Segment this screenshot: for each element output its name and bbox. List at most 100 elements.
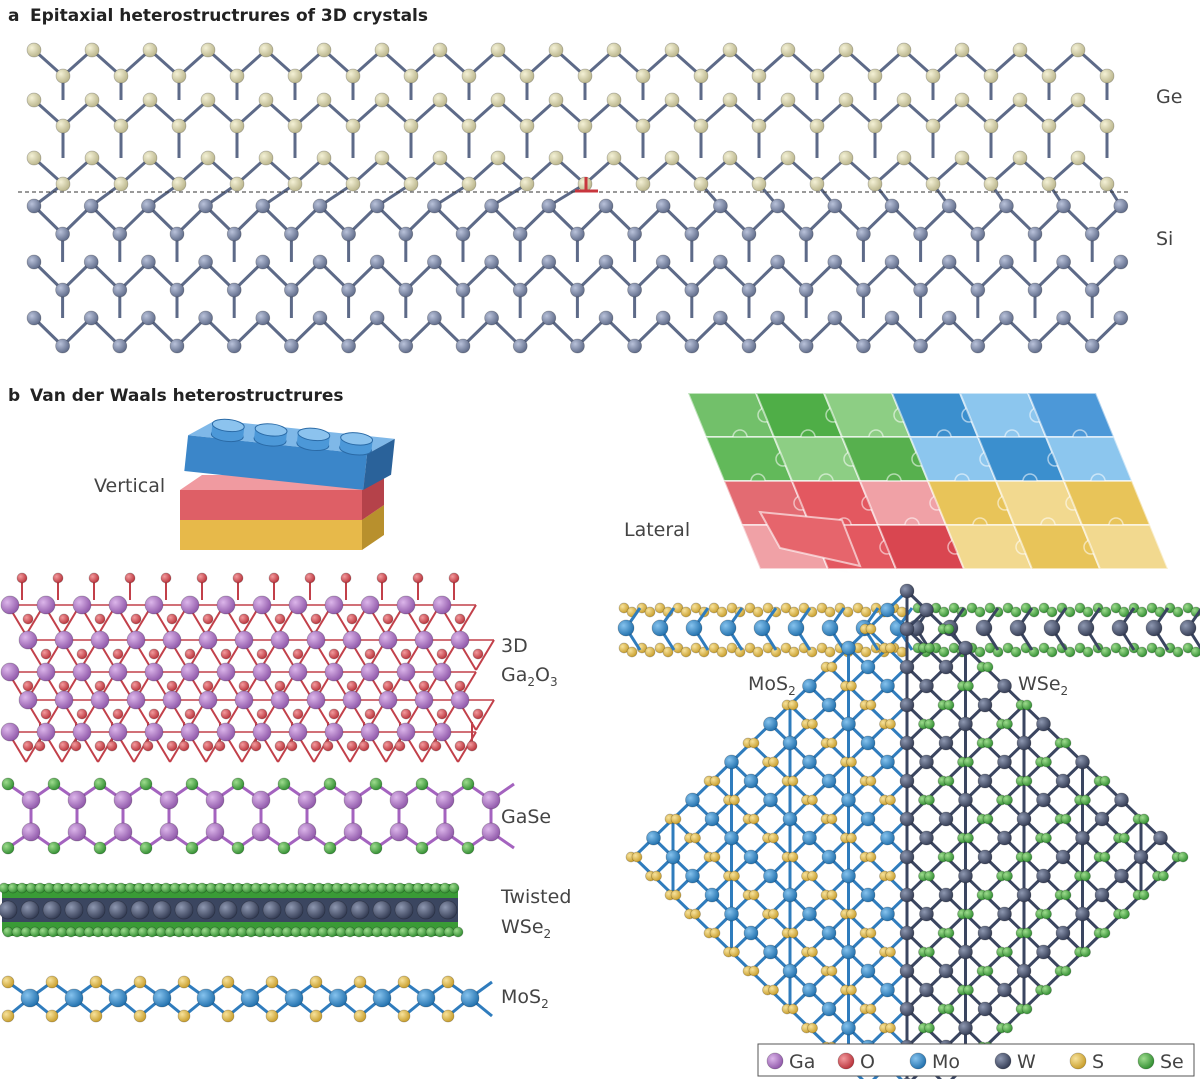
ga-atom	[342, 690, 362, 710]
si-atom	[541, 310, 557, 326]
ga-atom	[108, 595, 128, 615]
se-atom	[187, 882, 199, 894]
mo-atom	[763, 716, 778, 732]
si-atom	[1056, 310, 1071, 326]
lifted-piece	[758, 510, 862, 568]
w-atom	[372, 900, 392, 920]
se-atom	[1041, 908, 1052, 920]
se-atom	[146, 926, 158, 938]
mo-atom	[841, 716, 856, 732]
si-atom	[255, 254, 271, 270]
w-atom	[438, 900, 458, 920]
se-atom	[1002, 870, 1013, 882]
w-atom	[919, 602, 934, 618]
mo-atom	[763, 792, 778, 808]
ga-atom	[481, 822, 501, 842]
ge-atom	[374, 92, 390, 108]
o-atom	[196, 572, 208, 584]
se-atom	[1136, 646, 1148, 658]
w-atom	[899, 621, 915, 637]
se-atom	[982, 889, 994, 901]
se-atom	[92, 926, 104, 938]
mo-atom	[802, 678, 817, 694]
o-atom	[70, 740, 82, 752]
ge-atom	[1070, 150, 1086, 166]
s-atom	[865, 775, 877, 787]
si-atom	[341, 338, 356, 354]
se-atom	[924, 1022, 935, 1034]
ga-atom	[306, 690, 326, 710]
se-atom	[924, 642, 935, 654]
si-atom	[512, 338, 528, 354]
s-atom	[709, 775, 721, 787]
si-atom	[713, 254, 728, 270]
o-atom	[466, 740, 478, 752]
mo-atom	[880, 754, 895, 770]
si-atom	[112, 282, 128, 298]
ge-atom	[171, 118, 187, 134]
ga-atom	[252, 662, 272, 682]
si-atom	[570, 338, 585, 354]
ga-atom	[113, 790, 133, 810]
o-atom	[124, 572, 136, 584]
mo-atom	[240, 988, 260, 1008]
ga-atom	[343, 790, 363, 810]
ge-atom	[200, 150, 216, 166]
o-atom	[328, 708, 340, 720]
se-atom	[2, 926, 14, 938]
s-atom	[133, 1009, 147, 1023]
w-atom	[938, 887, 954, 903]
legend-swatch-o	[837, 1052, 855, 1070]
mo-atom	[196, 988, 216, 1008]
o-atom	[142, 740, 154, 752]
ga-atom	[396, 662, 416, 682]
w-atom	[919, 678, 934, 694]
w-atom	[899, 659, 915, 675]
w-atom	[42, 900, 62, 920]
si-atom	[369, 310, 385, 326]
w-atom	[328, 900, 348, 920]
ge-atom	[200, 42, 216, 58]
ga-atom	[324, 662, 344, 682]
s-atom	[748, 813, 760, 825]
mo-atom	[880, 830, 895, 846]
si-atom	[884, 254, 900, 270]
legend-swatch-w	[994, 1052, 1012, 1070]
si-atom	[83, 254, 99, 270]
si-atom	[570, 226, 585, 242]
se-atom	[151, 882, 163, 894]
w-atom	[958, 944, 973, 960]
o-atom	[220, 708, 232, 720]
w-atom	[108, 900, 128, 920]
se-atom	[83, 926, 95, 938]
ga-atom	[159, 822, 179, 842]
o-atom	[304, 572, 316, 584]
ge-atom	[577, 68, 593, 84]
w-atom	[1016, 887, 1032, 903]
ga-atom	[54, 630, 74, 650]
si-atom	[284, 226, 299, 242]
se-atom	[1080, 870, 1091, 882]
si-atom	[512, 226, 528, 242]
se-atom	[137, 926, 149, 938]
o-atom	[130, 680, 142, 692]
w-atom	[1016, 735, 1032, 751]
ge-atom	[519, 176, 535, 192]
o-atom	[322, 740, 334, 752]
w-atom	[977, 849, 993, 865]
o-atom	[292, 708, 304, 720]
ge-atom	[838, 92, 854, 108]
mo-atom	[152, 988, 172, 1008]
mo-atom	[782, 735, 798, 751]
o-atom	[16, 572, 28, 584]
ge-atom	[26, 92, 42, 108]
w-atom	[152, 900, 172, 920]
se-atom	[416, 926, 428, 938]
si-atom	[484, 198, 499, 214]
se-atom	[214, 882, 226, 894]
se-atom	[1021, 851, 1033, 863]
se-atom	[124, 882, 136, 894]
o-atom	[232, 572, 244, 584]
se-atom	[1041, 832, 1052, 844]
ge-atom	[954, 150, 970, 166]
